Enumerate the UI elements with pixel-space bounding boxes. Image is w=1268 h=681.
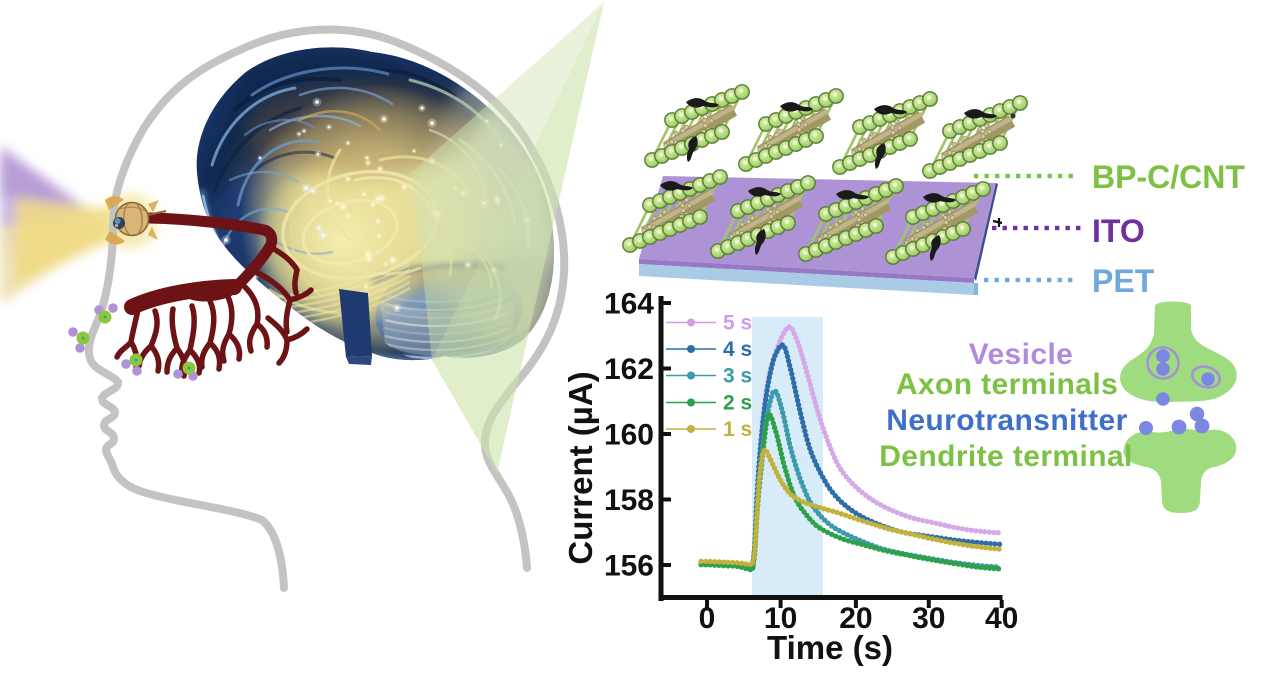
svg-text:1 s: 1 s xyxy=(723,418,752,441)
svg-text:162: 162 xyxy=(604,353,654,386)
svg-text:20: 20 xyxy=(839,602,872,635)
svg-text:0: 0 xyxy=(699,602,716,635)
svg-text:158: 158 xyxy=(604,484,654,517)
svg-text:164: 164 xyxy=(604,288,654,321)
svg-text:10: 10 xyxy=(764,602,797,635)
svg-text:PET: PET xyxy=(1092,263,1155,299)
svg-text:Time (s): Time (s) xyxy=(767,629,893,666)
svg-text:156: 156 xyxy=(604,550,654,583)
svg-text:4 s: 4 s xyxy=(723,338,752,361)
svg-text:160: 160 xyxy=(604,419,654,452)
svg-text:ITO: ITO xyxy=(1092,213,1145,249)
svg-text:30: 30 xyxy=(912,602,945,635)
svg-text:40: 40 xyxy=(985,602,1018,635)
svg-text:5 s: 5 s xyxy=(723,312,752,335)
svg-text:Axon terminals: Axon terminals xyxy=(896,368,1118,401)
svg-text:Dendrite terminal: Dendrite terminal xyxy=(879,440,1133,473)
svg-text:Neurotransnitter: Neurotransnitter xyxy=(886,404,1127,437)
svg-text:3 s: 3 s xyxy=(723,365,752,388)
svg-text:2 s: 2 s xyxy=(723,392,752,415)
svg-text:Current (µA): Current (µA) xyxy=(562,371,599,564)
svg-text:Vesicle: Vesicle xyxy=(969,338,1074,371)
svg-text:BP-C/CNT: BP-C/CNT xyxy=(1092,159,1245,195)
